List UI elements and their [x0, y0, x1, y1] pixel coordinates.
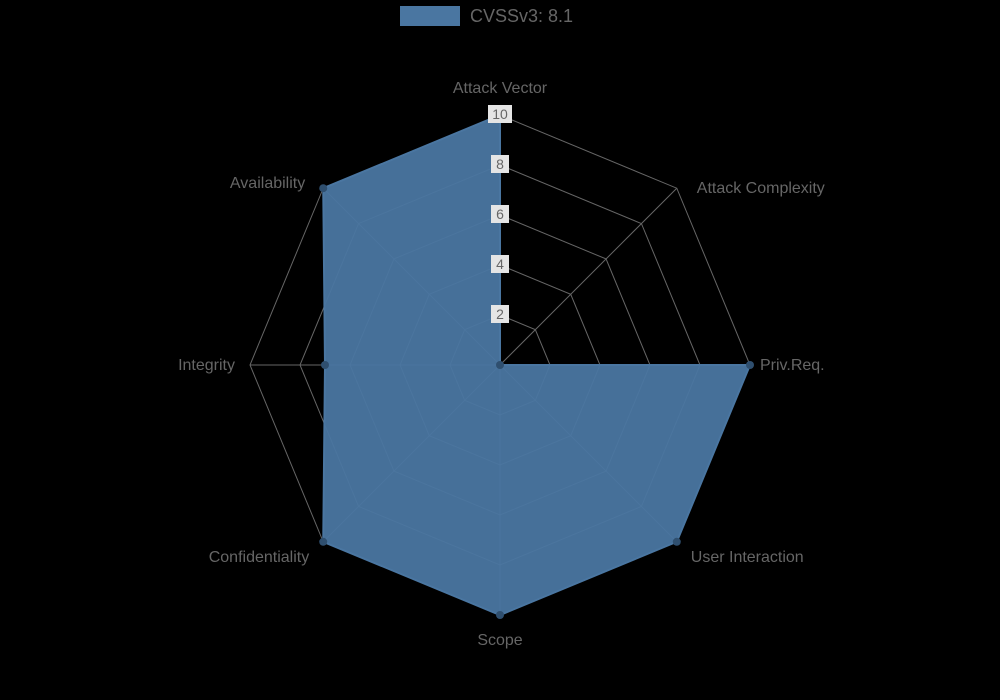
tick-label: 2 [496, 306, 504, 322]
tick-label: 8 [496, 156, 504, 172]
legend[interactable]: CVSSv3: 8.1 [400, 6, 573, 26]
data-point [319, 538, 327, 546]
axis-label: Integrity [178, 357, 235, 374]
data-series [319, 111, 754, 619]
tick-label: 6 [496, 206, 504, 222]
tick-label: 4 [496, 256, 504, 272]
tick-label: 10 [492, 106, 508, 122]
spoke [500, 188, 677, 365]
axis-label: Attack Vector [453, 80, 548, 97]
data-point [496, 361, 504, 369]
axis-label: Availability [230, 175, 305, 192]
axis-label: User Interaction [691, 549, 804, 566]
axis-label: Priv.Req. [760, 357, 825, 374]
data-point [321, 361, 329, 369]
radar-chart: 2 4 6 8 10 Attack Vector Attack Complexity Priv… [0, 0, 1000, 700]
data-point [319, 184, 327, 192]
axis-label: Scope [477, 632, 522, 649]
data-point [746, 361, 754, 369]
axis-label: Confidentiality [209, 549, 310, 566]
data-point [496, 611, 504, 619]
legend-label: CVSSv3: 8.1 [470, 6, 573, 26]
data-point [673, 538, 681, 546]
axis-label: Attack Complexity [697, 180, 825, 197]
